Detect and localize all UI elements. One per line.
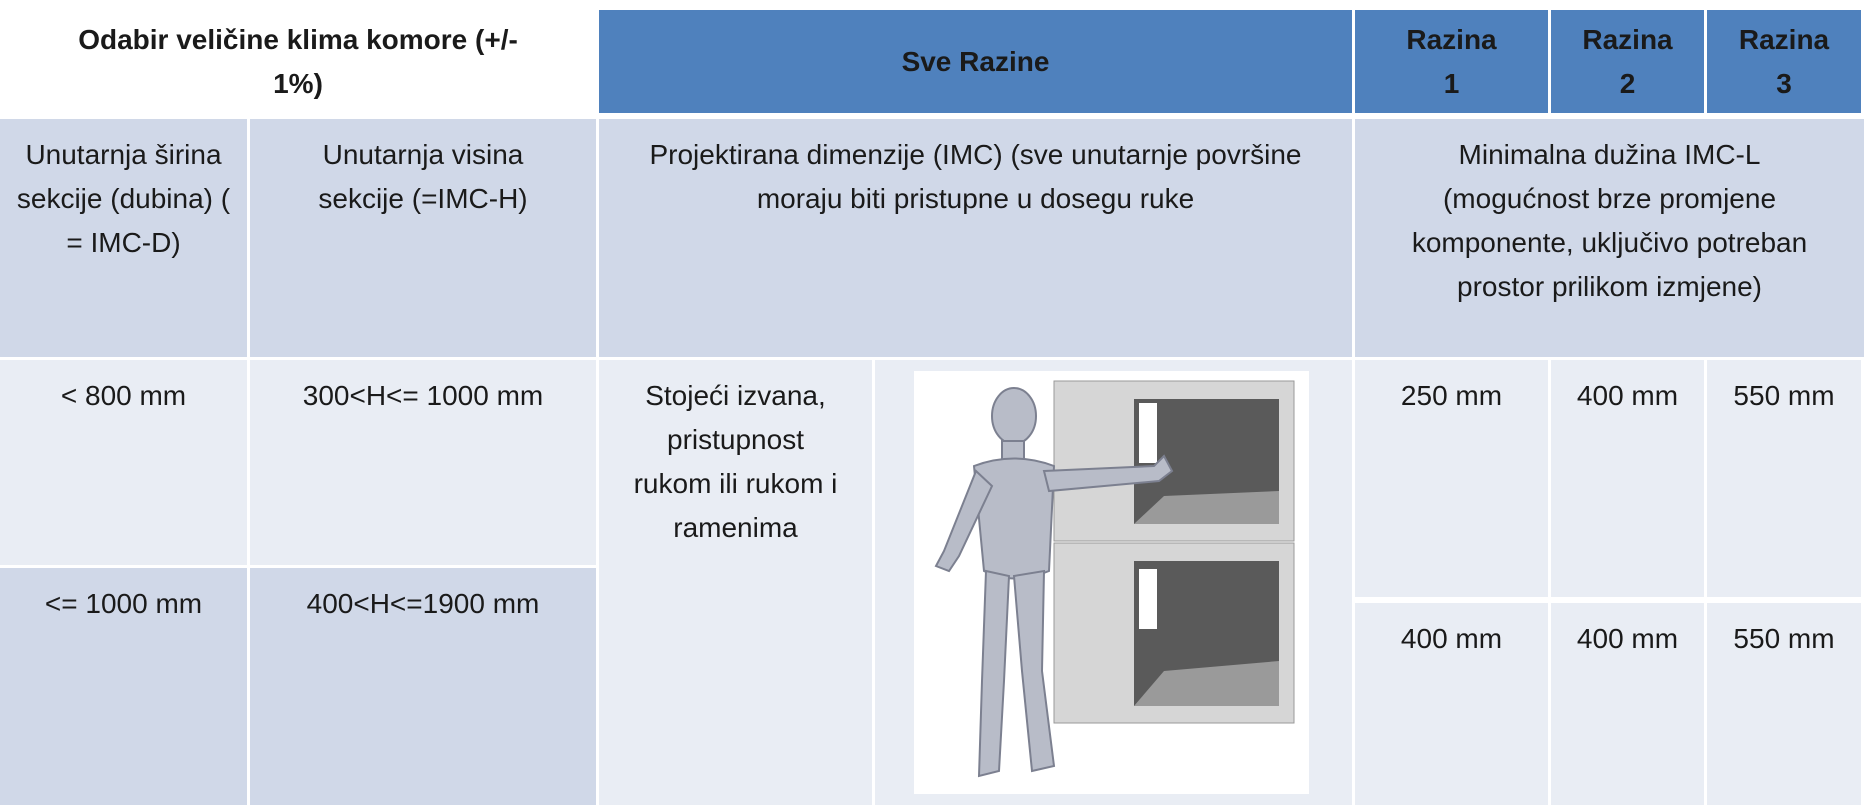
min-length: 250 mm: [1355, 360, 1548, 597]
row-height: 300<H<= 1000 mm: [250, 360, 596, 565]
row-height-text: 300<H<= 1000 mm: [302, 380, 544, 411]
subheader-cell: Unutarnja visina sekcije (=IMC-H): [250, 119, 596, 357]
header-level: Razina 1: [1355, 10, 1548, 113]
subheader-cell-text: Unutarnja širina sekcije (dubina) ( = IM…: [16, 139, 231, 258]
row-height: 400<H<=1900 mm: [250, 568, 596, 805]
chamber: [1053, 380, 1295, 724]
min-length-text: 550 mm: [1733, 380, 1835, 411]
min-length-text: 400 mm: [1576, 623, 1679, 654]
access-text-text: Stojeći izvana, pristupnost rukom ili ru…: [633, 380, 838, 543]
subheader-cell-text: Unutarnja visina sekcije (=IMC-H): [318, 139, 528, 214]
header-level: Razina 2: [1551, 10, 1704, 113]
header-level: Razina 3: [1707, 10, 1861, 113]
header-title-text: Odabir veličine klima komore (+/- 1%): [78, 23, 518, 99]
access-text: Stojeći izvana, pristupnost rukom ili ru…: [599, 360, 872, 805]
min-length-text: 250 mm: [1400, 380, 1503, 411]
min-length: 550 mm: [1707, 360, 1861, 597]
min-length: 550 mm: [1707, 603, 1861, 805]
header-level-text: Razina 2: [1582, 23, 1673, 99]
header-all-levels-text: Sve Razine: [901, 45, 1050, 77]
header-level-text: Razina 3: [1738, 23, 1830, 99]
row-height-text: 400<H<=1900 mm: [306, 588, 540, 619]
min-length: 400 mm: [1551, 603, 1704, 805]
min-length-text: 400 mm: [1576, 380, 1679, 411]
human-figure: [934, 387, 1174, 778]
subheader-cell: Unutarnja širina sekcije (dubina) ( = IM…: [0, 119, 247, 357]
row-width-text: < 800 mm: [60, 380, 187, 411]
subheader-cell-text: Projektirana dimenzije (IMC) (sve unutar…: [649, 139, 1302, 214]
header-all-levels: Sve Razine: [599, 10, 1352, 113]
subheader-cell: Minimalna dužina IMC-L (mogućnost brze p…: [1355, 119, 1864, 357]
min-length-text: 400 mm: [1400, 623, 1503, 654]
header-title: Odabir veličine klima komore (+/- 1%): [0, 10, 596, 113]
subheader-cell: Projektirana dimenzije (IMC) (sve unutar…: [599, 119, 1352, 357]
header-level-text: Razina 1: [1406, 23, 1497, 99]
illustration: [914, 371, 1309, 794]
subheader-cell-text: Minimalna dužina IMC-L (mogućnost brze p…: [1411, 139, 1808, 302]
min-length: 400 mm: [1355, 603, 1548, 805]
min-length: 400 mm: [1551, 360, 1704, 597]
row-width: < 800 mm: [0, 360, 247, 565]
row-width: <= 1000 mm: [0, 568, 247, 805]
min-length-text: 550 mm: [1733, 623, 1835, 654]
row-width-text: <= 1000 mm: [44, 588, 203, 619]
